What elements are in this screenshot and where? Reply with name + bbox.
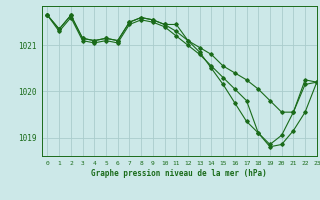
X-axis label: Graphe pression niveau de la mer (hPa): Graphe pression niveau de la mer (hPa)	[91, 169, 267, 178]
